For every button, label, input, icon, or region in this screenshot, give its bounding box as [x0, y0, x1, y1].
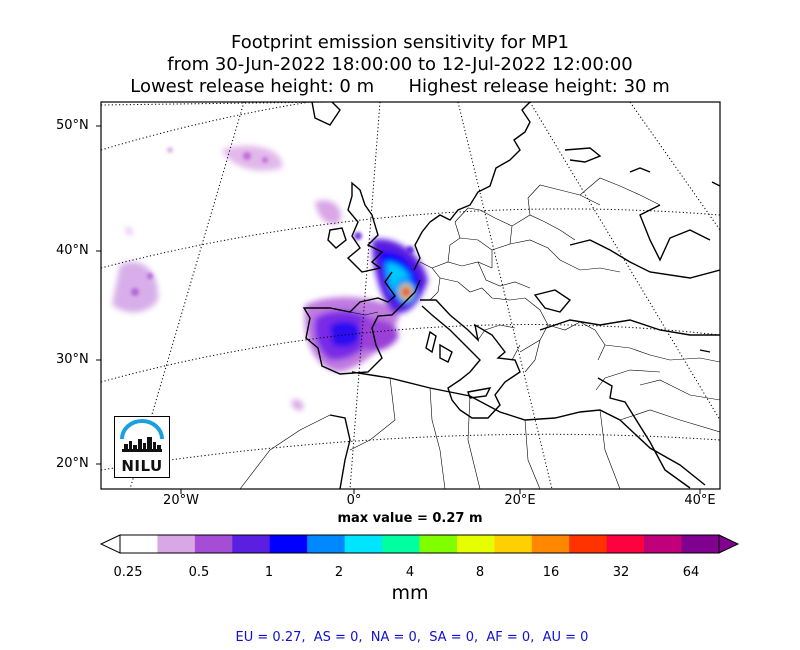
- colorbar-swatch: [157, 535, 196, 553]
- axis-ticks: [96, 125, 701, 494]
- nilu-logo-text: NILU: [121, 457, 163, 475]
- plot-time-range: from 30-Jun-2022 18:00:00 to 12-Jul-2022…: [167, 54, 633, 75]
- colorbar-tick: 64: [682, 565, 700, 580]
- colorbar-swatch: [120, 535, 159, 553]
- colorbar-swatch: [531, 535, 570, 553]
- colorbar-tick: 1: [264, 565, 274, 580]
- colorbar-tick: 4: [405, 565, 415, 580]
- region-summary: EU = 0.27, AS = 0, NA = 0, SA = 0, AF = …: [235, 630, 589, 645]
- colorbar-swatch: [269, 535, 308, 553]
- lat-label-50n: 50°N: [56, 118, 89, 133]
- colorbar-swatch: [232, 535, 271, 553]
- lon-label-20e: 20°E: [504, 493, 536, 508]
- lon-label-20w: 20°W: [163, 493, 199, 508]
- colorbar-tick: 0.5: [188, 565, 210, 580]
- lon-label-40e: 40°E: [684, 493, 716, 508]
- colorbar-tick: 2: [334, 565, 344, 580]
- colorbar-swatch: [194, 535, 233, 553]
- colorbar-swatch: [307, 535, 346, 553]
- colorbar-swatch: [494, 535, 533, 553]
- colorbar-extend-high: [718, 534, 740, 554]
- colorbar-tick: 16: [542, 565, 560, 580]
- lat-label-20n: 20°N: [56, 456, 89, 471]
- map-frame: [100, 101, 721, 490]
- colorbar-extend-low: [99, 534, 121, 554]
- lat-label-30n: 30°N: [56, 352, 89, 367]
- colorbar-swatches: [120, 535, 720, 553]
- lon-label-0: 0°: [346, 493, 362, 508]
- colorbar-swatch: [456, 535, 495, 553]
- colorbar-swatch: [419, 535, 458, 553]
- colorbar-swatch: [344, 535, 383, 553]
- plot-release-heights: Lowest release height: 0 m Highest relea…: [130, 76, 670, 97]
- colorbar-frame: [119, 534, 720, 554]
- colorbar-tick: 32: [612, 565, 630, 580]
- nilu-logo-icon: [120, 419, 164, 452]
- colorbar-tick: 8: [475, 565, 485, 580]
- colorbar-tick: 0.25: [113, 565, 143, 580]
- borders: [239, 177, 720, 489]
- colorbar-swatch: [644, 535, 683, 553]
- colorbar-swatch: [382, 535, 421, 553]
- nilu-logo: NILU: [114, 416, 170, 478]
- colorbar-swatch: [681, 535, 720, 553]
- plot-title: Footprint emission sensitivity for MP1: [230, 32, 569, 53]
- lat-label-40n: 40°N: [56, 243, 89, 258]
- max-value-label: max value = 0.27 m: [337, 511, 483, 526]
- colorbar-swatch: [569, 535, 608, 553]
- colorbar-unit: mm: [391, 582, 429, 604]
- colorbar-swatch: [606, 535, 645, 553]
